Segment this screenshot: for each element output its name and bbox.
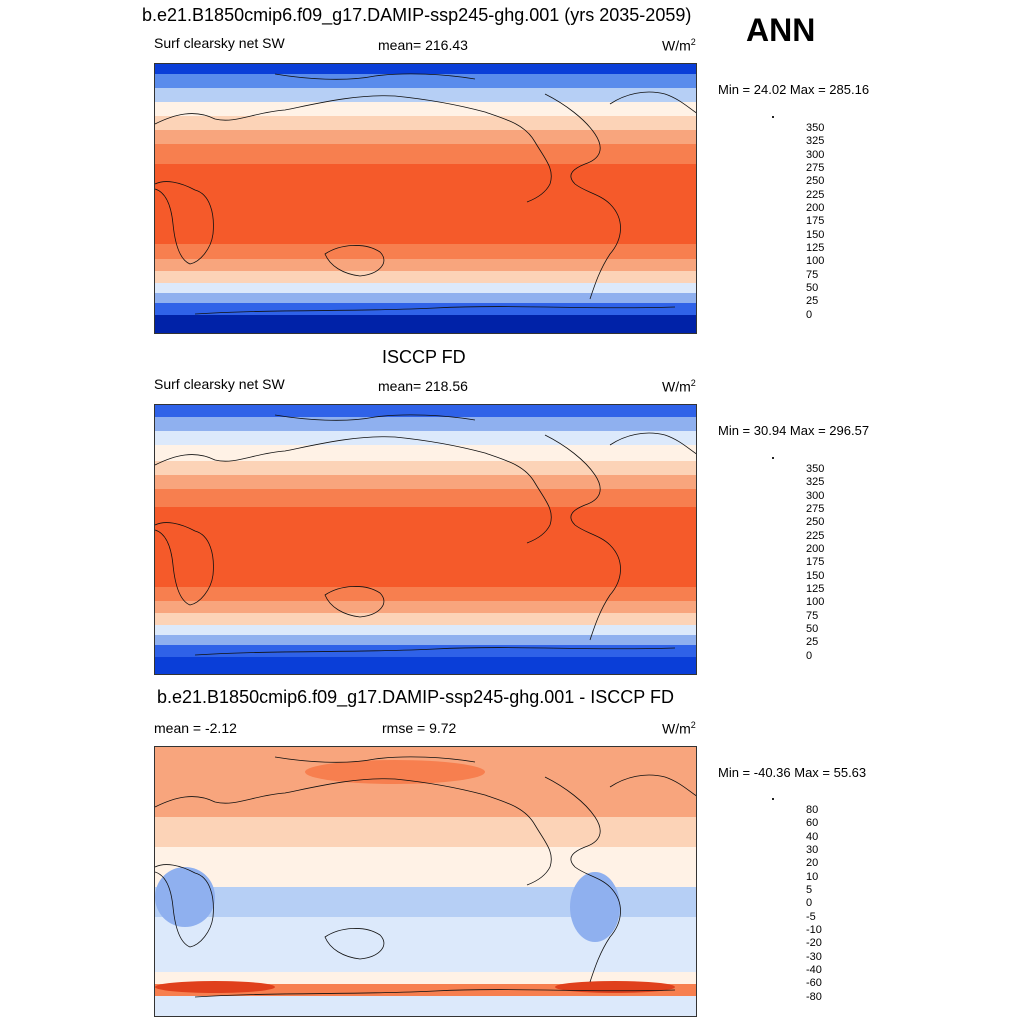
panel1-variable-label: Surf clearsky net SW: [154, 35, 285, 51]
panel1-map: [154, 63, 697, 334]
panel3-units: W/m2: [662, 720, 696, 737]
panel3-mean-label: mean = -2.12: [154, 720, 237, 736]
colorbar-label: -60: [806, 977, 822, 989]
colorbar-label: -80: [806, 991, 822, 1003]
colorbar-label: -30: [806, 951, 822, 963]
colorbar-label: 20: [806, 857, 819, 869]
panel2-mean-label: mean= 218.56: [378, 378, 468, 394]
colorbar-label: 125: [806, 583, 825, 595]
colorbar-label: -5: [806, 911, 816, 923]
panel2-title: ISCCP FD: [382, 347, 466, 367]
colorbar-label: 30: [806, 844, 819, 856]
colorbar-label: 25: [806, 636, 819, 648]
panel2-minmax: Min = 30.94 Max = 296.57: [718, 423, 870, 438]
panel2-colorbar: [772, 457, 774, 459]
colorbar-label: 300: [806, 149, 825, 161]
colorbar-label: 80: [806, 804, 819, 816]
panel1-colorbar: [772, 116, 774, 118]
colorbar-label: 100: [806, 596, 825, 608]
colorbar-label: 150: [806, 229, 825, 241]
colorbar-label: 40: [806, 831, 819, 843]
colorbar-label: 300: [806, 490, 825, 502]
colorbar-label: -20: [806, 937, 822, 949]
panel3-minmax: Min = -40.36 Max = 55.63: [718, 765, 867, 780]
panel1-mean-label: mean= 216.43: [378, 37, 468, 53]
colorbar-label: 200: [806, 543, 825, 555]
colorbar-label: 125: [806, 242, 825, 254]
panel2-variable-label: Surf clearsky net SW: [154, 376, 285, 392]
colorbar-label: 325: [806, 135, 825, 147]
colorbar-label: 75: [806, 610, 819, 622]
panel3-map: [154, 746, 697, 1017]
panel3-colorbar: [772, 798, 774, 800]
colorbar-label: 325: [806, 476, 825, 488]
colorbar-label: 0: [806, 650, 813, 662]
colorbar-label: 175: [806, 215, 825, 227]
colorbar-label: 10: [806, 871, 819, 883]
colorbar-label: 75: [806, 269, 819, 281]
panel3-rmse-label: rmse = 9.72: [382, 720, 457, 736]
colorbar-label: 50: [806, 623, 819, 635]
colorbar-label: 150: [806, 570, 825, 582]
panel1-minmax: Min = 24.02 Max = 285.16: [718, 82, 870, 97]
colorbar-label: 350: [806, 122, 825, 134]
colorbar-label: 60: [806, 817, 819, 829]
colorbar-label: 100: [806, 255, 825, 267]
panel1-title: b.e21.B1850cmip6.f09_g17.DAMIP-ssp245-gh…: [142, 5, 692, 25]
colorbar-label: -40: [806, 964, 822, 976]
colorbar-label: 175: [806, 556, 825, 568]
colorbar-label: 200: [806, 202, 825, 214]
colorbar-label: 275: [806, 503, 825, 515]
colorbar-label: 275: [806, 162, 825, 174]
season-label: ANN: [746, 12, 816, 48]
colorbar-label: 350: [806, 463, 825, 475]
colorbar-label: 50: [806, 282, 819, 294]
panel1-units: W/m2: [662, 37, 696, 54]
colorbar-label: 0: [806, 309, 813, 321]
colorbar-label: 225: [806, 189, 825, 201]
panel3-title: b.e21.B1850cmip6.f09_g17.DAMIP-ssp245-gh…: [157, 687, 674, 707]
colorbar-label: -10: [806, 924, 822, 936]
colorbar-label: 5: [806, 884, 813, 896]
colorbar-label: 250: [806, 516, 825, 528]
panel2-units: W/m2: [662, 378, 696, 395]
colorbar-label: 0: [806, 897, 813, 909]
panel2-map: [154, 404, 697, 675]
colorbar-label: 25: [806, 295, 819, 307]
colorbar-label: 225: [806, 530, 825, 542]
colorbar-label: 250: [806, 175, 825, 187]
